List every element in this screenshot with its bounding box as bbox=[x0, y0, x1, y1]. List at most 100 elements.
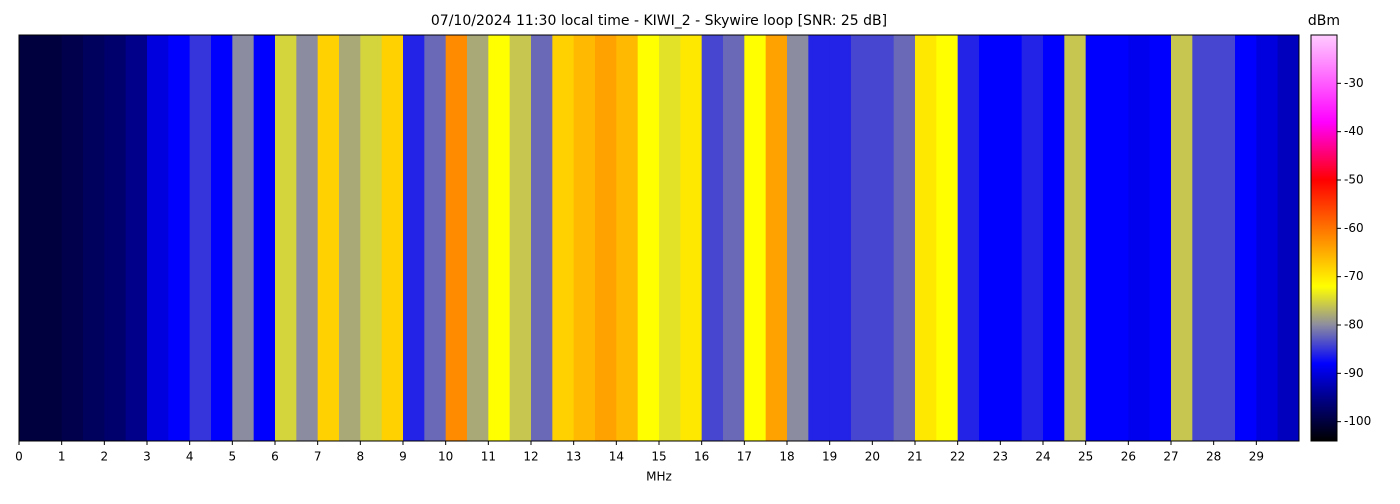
heatmap-cell bbox=[83, 35, 105, 441]
heatmap-cell bbox=[1128, 35, 1151, 441]
heatmap-cell bbox=[360, 35, 383, 441]
x-tick-label: 11 bbox=[481, 450, 496, 464]
x-axis-label: MHz bbox=[646, 470, 672, 484]
heatmap-cell bbox=[168, 35, 191, 441]
x-tick-label: 29 bbox=[1249, 450, 1264, 464]
heatmap-cell bbox=[531, 35, 553, 441]
x-tick-label: 1 bbox=[58, 450, 66, 464]
heatmap-cell bbox=[573, 35, 596, 441]
heatmap-cell bbox=[616, 35, 639, 441]
x-tick-label: 4 bbox=[186, 450, 194, 464]
heatmap-cell bbox=[253, 35, 276, 441]
colorbar-tick-label: -40 bbox=[1344, 124, 1364, 138]
x-tick-label: 19 bbox=[822, 450, 837, 464]
heatmap-cell bbox=[893, 35, 916, 441]
heatmap-cell bbox=[1149, 35, 1172, 441]
heatmap-cell bbox=[637, 35, 660, 441]
heatmap-cell bbox=[979, 35, 1001, 441]
colorbar-tick-label: -90 bbox=[1344, 366, 1364, 380]
heatmap-cell bbox=[1213, 35, 1236, 441]
heatmap-cell bbox=[701, 35, 724, 441]
colorbar-tick-label: -30 bbox=[1344, 76, 1364, 90]
chart-title: 07/10/2024 11:30 local time - KIWI_2 - S… bbox=[431, 13, 887, 29]
heatmap-cell bbox=[104, 35, 127, 441]
heatmap-cell bbox=[40, 35, 63, 441]
heatmap-cell bbox=[1021, 35, 1044, 441]
heatmap-cell bbox=[1235, 35, 1257, 441]
heatmap-cell bbox=[1107, 35, 1129, 441]
x-tick-label: 6 bbox=[271, 450, 279, 464]
heatmap-cell bbox=[509, 35, 532, 441]
heatmap-cell bbox=[552, 35, 575, 441]
heatmap-cell bbox=[872, 35, 895, 441]
heatmap-cell bbox=[1256, 35, 1279, 441]
x-tick-label: 26 bbox=[1121, 450, 1136, 464]
heatmap-cell bbox=[744, 35, 767, 441]
x-tick-label: 22 bbox=[950, 450, 965, 464]
colorbar-tick-label: -60 bbox=[1344, 221, 1364, 235]
heatmap-cell bbox=[829, 35, 852, 441]
colorbar-label: dBm bbox=[1308, 13, 1340, 29]
heatmap-cell bbox=[275, 35, 297, 441]
heatmap-cell bbox=[808, 35, 831, 441]
colorbar-tick-label: -100 bbox=[1344, 414, 1371, 428]
heatmap-cell bbox=[1064, 35, 1087, 441]
x-tick-label: 21 bbox=[907, 450, 922, 464]
colorbar-tick-label: -50 bbox=[1344, 173, 1364, 187]
heatmap-cell bbox=[61, 35, 84, 441]
heatmap-cell bbox=[787, 35, 809, 441]
x-tick-label: 27 bbox=[1163, 450, 1178, 464]
colorbar-tick-label: -70 bbox=[1344, 269, 1364, 283]
x-tick-label: 10 bbox=[438, 450, 453, 464]
heatmap-cell bbox=[125, 35, 148, 441]
heatmap-cell bbox=[595, 35, 617, 441]
heatmap-cell bbox=[381, 35, 404, 441]
heatmap-cell bbox=[189, 35, 212, 441]
x-tick-label: 12 bbox=[523, 450, 538, 464]
heatmap-cell bbox=[317, 35, 340, 441]
x-tick-label: 28 bbox=[1206, 450, 1221, 464]
heatmap-cell bbox=[19, 35, 41, 441]
x-tick-label: 7 bbox=[314, 450, 322, 464]
heatmap-cell bbox=[765, 35, 788, 441]
heatmap-cell bbox=[232, 35, 255, 441]
x-tick-label: 20 bbox=[865, 450, 880, 464]
heatmap-cell bbox=[488, 35, 511, 441]
heatmap-cell bbox=[936, 35, 959, 441]
heatmap-cell bbox=[680, 35, 703, 441]
colorbar bbox=[1310, 34, 1338, 442]
heatmap-cell bbox=[1277, 35, 1300, 441]
x-tick-label: 25 bbox=[1078, 450, 1093, 464]
x-tick-label: 16 bbox=[694, 450, 709, 464]
heatmap-cell bbox=[1000, 35, 1023, 441]
x-tick-label: 14 bbox=[609, 450, 624, 464]
heatmap-cell bbox=[723, 35, 745, 441]
heatmap-cell bbox=[296, 35, 319, 441]
x-tick-label: 13 bbox=[566, 450, 581, 464]
heatmap-cell bbox=[467, 35, 489, 441]
heatmap-cell bbox=[1085, 35, 1108, 441]
heatmap-cell bbox=[147, 35, 169, 441]
x-tick-label: 9 bbox=[399, 450, 407, 464]
x-tick-label: 18 bbox=[779, 450, 794, 464]
heatmap-cell bbox=[339, 35, 361, 441]
heatmap-cell bbox=[1043, 35, 1065, 441]
x-tick-label: 3 bbox=[143, 450, 151, 464]
heatmap-cell bbox=[403, 35, 425, 441]
heatmap-cell bbox=[1192, 35, 1215, 441]
x-tick-label: 23 bbox=[993, 450, 1008, 464]
x-tick-label: 8 bbox=[357, 450, 365, 464]
heatmap-cell bbox=[957, 35, 980, 441]
heatmap-cell bbox=[211, 35, 233, 441]
heatmap-cell bbox=[915, 35, 937, 441]
heatmap-cell bbox=[424, 35, 447, 441]
heatmap-cell bbox=[445, 35, 468, 441]
colorbar-tick-label: -80 bbox=[1344, 318, 1364, 332]
heatmap-cell bbox=[1171, 35, 1193, 441]
x-tick-label: 17 bbox=[737, 450, 752, 464]
x-tick-label: 24 bbox=[1035, 450, 1050, 464]
heatmap-cell bbox=[851, 35, 873, 441]
heatmap-cell bbox=[659, 35, 681, 441]
x-tick-label: 5 bbox=[229, 450, 237, 464]
